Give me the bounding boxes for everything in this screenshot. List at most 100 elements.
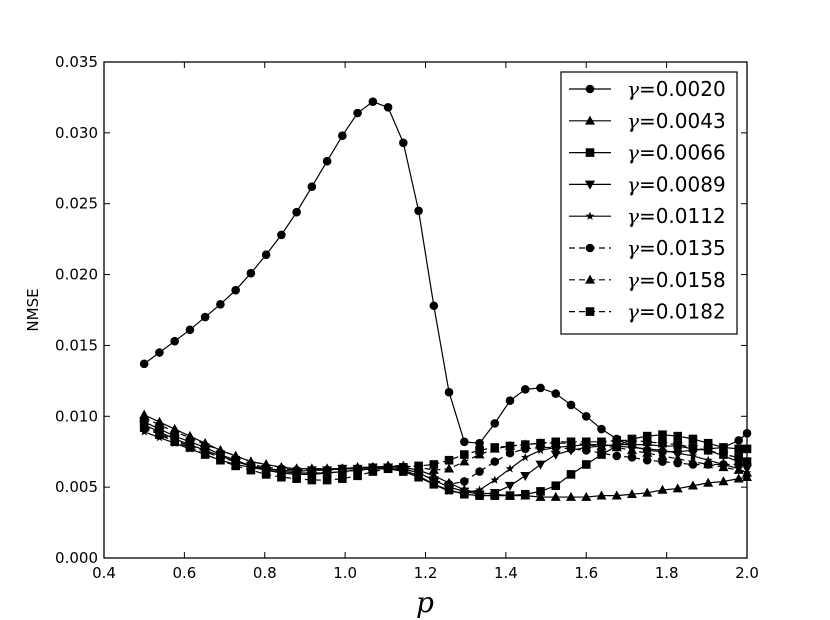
data-point (368, 97, 378, 106)
data-point (597, 424, 606, 434)
data-point (551, 437, 561, 447)
data-point (673, 431, 683, 441)
y-tick-label: 0.005 (55, 478, 98, 496)
data-point (535, 460, 546, 470)
data-point (291, 463, 302, 473)
data-point (338, 131, 347, 140)
y-tick-label: 0.015 (55, 336, 98, 354)
data-point (597, 448, 606, 458)
data-point (658, 438, 667, 448)
data-point (444, 455, 454, 465)
legend-entry: γ=0.0066 (569, 141, 726, 165)
legend-marker (585, 274, 595, 284)
data-point (459, 456, 470, 466)
data-point (566, 437, 576, 447)
data-point (657, 450, 668, 460)
y-tick-label: 0.020 (55, 266, 98, 284)
data-point (170, 336, 179, 346)
data-point (353, 108, 362, 118)
data-point (216, 300, 225, 309)
data-point (612, 436, 622, 445)
series-layer (139, 97, 752, 501)
data-point (215, 445, 226, 455)
data-point (505, 481, 516, 491)
data-point (703, 438, 713, 448)
data-point (475, 445, 484, 455)
data-point (536, 438, 545, 448)
data-point (338, 474, 347, 483)
data-point (490, 443, 500, 452)
data-point (459, 488, 469, 497)
data-point (520, 385, 530, 394)
legend-entry: γ=0.0182 (569, 300, 726, 324)
data-point (520, 489, 530, 499)
data-point (184, 432, 195, 442)
data-point (566, 400, 576, 410)
data-point (460, 450, 469, 459)
data-point (139, 359, 149, 369)
data-point (672, 483, 683, 493)
legend-label: γ=0.0182 (627, 300, 726, 324)
axes-layer: 0.4 0.6 0.8 1.0 1.2 1.4 1.6 1.8 2.0 0.000 0.005 0.0… (55, 53, 759, 582)
data-point (444, 480, 454, 489)
data-point (246, 465, 256, 475)
x-tick-label: 2.0 (735, 564, 759, 582)
data-point (383, 464, 393, 474)
y-tick-label: 0.030 (55, 124, 98, 142)
data-point (261, 459, 272, 469)
data-point (551, 481, 561, 491)
data-point (216, 455, 225, 465)
data-point (277, 472, 286, 482)
data-point (566, 470, 576, 479)
data-point (307, 475, 317, 485)
data-point (550, 491, 561, 501)
data-point (673, 440, 683, 449)
data-point (734, 453, 743, 462)
x-axis-label: p (416, 586, 434, 619)
data-point (489, 489, 500, 499)
data-point (703, 477, 714, 487)
data-point (642, 431, 652, 441)
data-point (428, 464, 439, 474)
data-point (505, 448, 515, 458)
data-point (246, 268, 256, 278)
data-point (718, 462, 729, 472)
x-tick-label: 1.0 (333, 564, 357, 582)
legend-label: γ=0.0112 (627, 204, 726, 228)
data-point (626, 489, 637, 499)
data-point (460, 437, 469, 447)
data-point (642, 455, 652, 465)
data-point (657, 484, 668, 494)
data-point (505, 491, 515, 500)
legend-entry: γ=0.0112 (569, 204, 726, 228)
data-point (276, 462, 287, 472)
data-point (444, 463, 455, 473)
x-tick-label: 1.6 (574, 564, 598, 582)
data-point (306, 463, 317, 473)
data-point (687, 480, 698, 490)
data-point (185, 325, 195, 335)
data-point (139, 412, 150, 422)
data-point (245, 456, 256, 466)
x-tick-label: 1.4 (494, 564, 518, 582)
data-point (505, 441, 515, 451)
data-point (703, 459, 714, 469)
data-point (169, 426, 180, 436)
data-point (627, 436, 637, 445)
data-point (673, 448, 683, 457)
data-point (536, 487, 545, 496)
data-point (353, 471, 362, 481)
data-point (520, 472, 531, 482)
data-point (429, 301, 439, 311)
legend: γ=0.0020 γ=0.0043 γ=0.0066 γ=0.0089 γ=0.0112… (560, 71, 738, 335)
data-point (230, 450, 241, 460)
data-point (520, 452, 530, 462)
data-point (475, 485, 484, 494)
data-point (155, 430, 164, 440)
data-point (292, 207, 301, 217)
data-point (581, 437, 591, 447)
data-point (734, 444, 743, 454)
data-point (200, 312, 210, 322)
data-point (231, 285, 240, 295)
data-point (383, 103, 393, 112)
